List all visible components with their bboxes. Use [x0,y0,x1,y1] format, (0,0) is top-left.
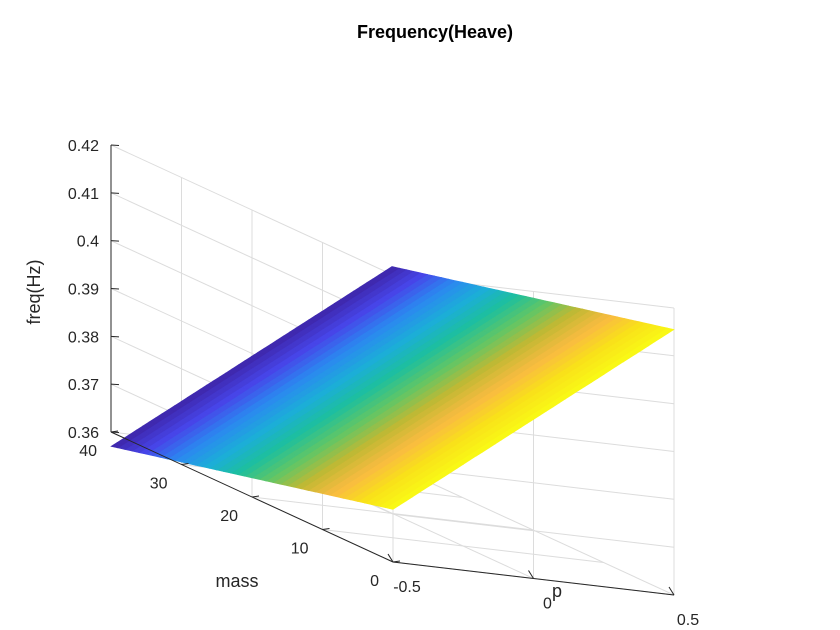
surface-patch [384,266,400,273]
z-tick-label: 0.42 [68,138,99,155]
frequency-surface [110,266,675,510]
z-tick-label: 0.41 [68,186,99,203]
mass-tick-mark [110,430,119,433]
p-tick-mark [528,570,534,579]
z-tick-label: 0.36 [68,425,99,442]
z-tick-mark [110,240,120,242]
mass-tick-labels: 0 10 20 30 40 [79,443,379,590]
p-tick-labels: -0.5 0 0.5 [393,579,699,629]
p-tick-label: 0.5 [677,612,699,629]
x-axis-label: p [552,581,562,601]
y-axis-label: mass [215,571,258,591]
z-tick-mark [110,144,120,146]
mass-tick-mark [392,560,401,563]
mass-tick-label: 0 [370,573,379,590]
mass-tick-label: 40 [79,443,97,460]
mass-tick-label: 30 [150,476,168,493]
z-tick-label: 0.38 [68,329,99,346]
z-tick-mark [110,288,120,290]
mass-tick-mark [181,463,189,465]
mass-tick-label: 10 [291,541,309,558]
chart-title: Frequency(Heave) [357,22,513,42]
z-tick-labels: 0.36 0.37 0.38 0.39 0.4 0.41 0.42 [68,138,99,442]
z-tick-mark [110,383,120,386]
z-axis-label: freq(Hz) [24,259,44,324]
mass-tick-mark [322,528,330,530]
z-tick-mark [110,335,120,338]
axes [110,144,675,596]
z-tick-label: 0.4 [77,234,99,251]
z-tick-mark [110,192,120,194]
z-tick-label: 0.37 [68,377,99,394]
p-tick-mark [387,553,394,563]
mass-tick-mark [251,495,260,498]
p-tick-label: 0 [543,596,552,613]
p-tick-label: -0.5 [393,579,421,596]
z-tick-label: 0.39 [68,282,99,299]
mass-tick-label: 20 [220,508,238,525]
p-tick-mark [668,586,675,596]
